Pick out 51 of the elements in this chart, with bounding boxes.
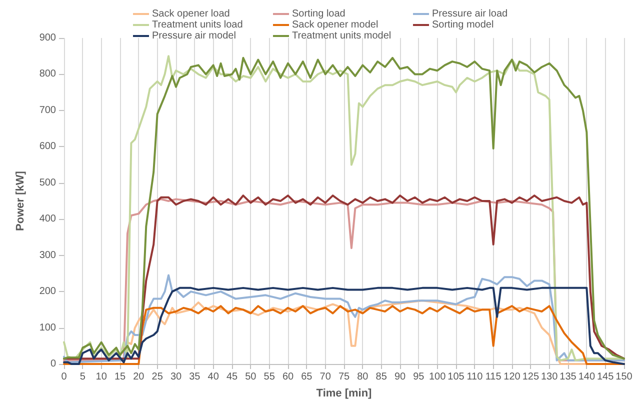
x-tick-label: 65 bbox=[301, 372, 313, 382]
x-tick-label: 5 bbox=[80, 372, 86, 382]
x-tick-label: 135 bbox=[560, 372, 577, 382]
x-tick-label: 45 bbox=[226, 372, 238, 382]
x-tick-label: 110 bbox=[466, 372, 484, 382]
x-tick-label: 150 bbox=[616, 372, 633, 382]
x-tick-label: 55 bbox=[264, 372, 276, 382]
legend-label: Treatment units load bbox=[152, 20, 243, 30]
x-tick-label: 80 bbox=[357, 372, 369, 382]
x-tick-label: 75 bbox=[338, 372, 350, 382]
legend-label: Sorting load bbox=[292, 8, 346, 20]
legend-label: Pressure air model bbox=[152, 30, 236, 42]
y-tick-label: 500 bbox=[39, 177, 56, 188]
y-tick-label: 600 bbox=[39, 141, 56, 152]
y-tick-label: 200 bbox=[39, 286, 56, 298]
x-tick-label: 30 bbox=[170, 372, 182, 382]
y-tick-label: 400 bbox=[39, 214, 56, 225]
legend-label: Sack opener model bbox=[292, 20, 378, 30]
y-tick-label: 300 bbox=[39, 250, 56, 261]
x-tick-label: 120 bbox=[504, 372, 521, 382]
legend-label: Treatment units model bbox=[292, 30, 392, 42]
x-tick-label: 130 bbox=[540, 372, 558, 382]
y-tick-label: 900 bbox=[39, 32, 56, 44]
y-tick-label: 0 bbox=[50, 358, 56, 370]
x-tick-label: 15 bbox=[114, 372, 126, 382]
x-tick-label: 100 bbox=[428, 372, 446, 382]
x-tick-label: 25 bbox=[152, 372, 164, 382]
x-tick-label: 35 bbox=[189, 372, 201, 382]
x-tick-label: 0 bbox=[61, 372, 68, 382]
y-axis-title: Power [kW] bbox=[14, 170, 26, 231]
x-tick-label: 50 bbox=[245, 372, 257, 382]
x-tick-label: 105 bbox=[448, 372, 465, 382]
x-tick-label: 115 bbox=[485, 372, 502, 382]
x-tick-label: 20 bbox=[133, 372, 145, 382]
y-tick-label: 800 bbox=[39, 68, 56, 80]
x-tick-label: 145 bbox=[596, 372, 614, 382]
legend-label: Sack opener load bbox=[152, 8, 230, 20]
x-tick-label: 85 bbox=[376, 372, 388, 382]
x-axis-title: Time [min] bbox=[316, 388, 372, 400]
y-tick-label: 100 bbox=[39, 322, 56, 334]
x-tick-label: 90 bbox=[394, 372, 406, 382]
x-tick-label: 40 bbox=[208, 372, 220, 382]
y-tick-label: 700 bbox=[39, 104, 56, 116]
x-tick-label: 70 bbox=[320, 372, 332, 382]
legend-label: Pressure air load bbox=[432, 8, 508, 20]
x-tick-label: 95 bbox=[413, 372, 425, 382]
x-tick-label: 125 bbox=[522, 372, 540, 382]
x-tick-label: 60 bbox=[282, 372, 294, 382]
legend-label: Sorting model bbox=[432, 20, 494, 30]
x-tick-label: 10 bbox=[96, 372, 108, 382]
x-tick-label: 140 bbox=[578, 372, 596, 382]
